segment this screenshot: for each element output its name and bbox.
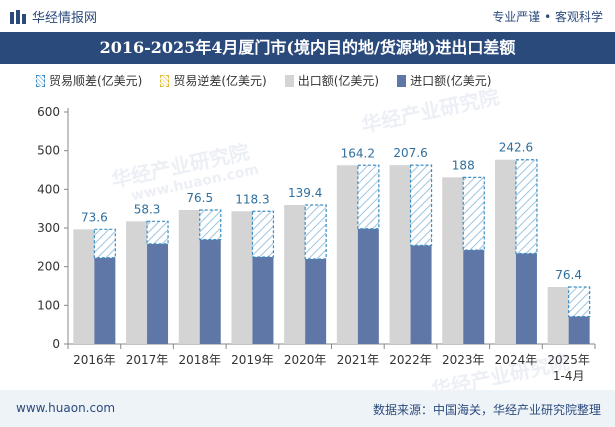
x-tick-label: 2017年 xyxy=(126,353,169,367)
x-tick-label: 2023年 xyxy=(442,353,485,367)
y-tick-label: 500 xyxy=(37,144,60,158)
y-tick-label: 300 xyxy=(37,221,60,235)
chart-title: 2016-2025年4月厦门市(境内目的地/货源地)进出口差额 xyxy=(99,38,516,57)
title-bar: 2016-2025年4月厦门市(境内目的地/货源地)进出口差额 xyxy=(0,32,615,64)
import-bar xyxy=(463,250,485,344)
surplus-data-label: 76.4 xyxy=(555,268,582,282)
footer-url[interactable]: www.huaon.com xyxy=(16,401,116,415)
surplus-bar xyxy=(515,159,538,255)
legend-label-deficit: 贸易逆差(亿美元) xyxy=(173,74,267,88)
legend-item-import: 进口额(亿美元) xyxy=(397,72,492,89)
legend-item-deficit: 贸易逆差(亿美元) xyxy=(160,72,267,89)
x-tick-label: 2024年 xyxy=(495,353,538,367)
legend-swatch-export xyxy=(284,74,294,87)
surplus-bar xyxy=(409,164,433,247)
surplus-bar xyxy=(568,286,591,318)
import-bar xyxy=(357,228,379,344)
import-bar xyxy=(515,253,537,344)
surplus-bar xyxy=(251,210,275,258)
export-bar xyxy=(73,229,95,344)
export-bar xyxy=(126,221,148,344)
legend-label-import: 进口额(亿美元) xyxy=(410,74,492,88)
import-bar xyxy=(199,239,221,344)
y-tick-label: 400 xyxy=(37,182,60,196)
x-tick-label: 2021年 xyxy=(337,353,380,367)
surplus-data-label: 73.6 xyxy=(81,210,108,224)
x-tick-label: 2022年 xyxy=(389,353,432,367)
surplus-data-label: 207.6 xyxy=(393,146,427,160)
export-bar xyxy=(494,159,516,344)
export-bar xyxy=(284,205,306,344)
x-tick-label: 2019年 xyxy=(231,353,274,367)
export-bar xyxy=(389,165,411,344)
export-bar xyxy=(178,210,200,344)
import-bar xyxy=(94,257,116,344)
surplus-data-label: 118.3 xyxy=(235,192,269,206)
import-bar xyxy=(147,243,169,344)
export-bar xyxy=(231,211,253,344)
footer-bar: www.huaon.com 数据来源：中国海关，华经产业研究院整理 xyxy=(0,390,615,427)
surplus-bar xyxy=(357,164,380,230)
x-tick-label: 2025年 xyxy=(547,353,590,367)
x-tick-label: 2016年 xyxy=(73,353,116,367)
legend-label-surplus: 贸易顺差(亿美元) xyxy=(49,74,143,88)
top-bar: 华经情报网 专业严谨 • 客观科学 xyxy=(0,0,615,30)
surplus-data-label: 76.5 xyxy=(186,191,213,205)
data-source: 数据来源：中国海关，华经产业研究院整理 xyxy=(372,403,601,417)
logo-icon xyxy=(10,9,26,24)
y-tick-label: 100 xyxy=(37,298,60,312)
legend-item-surplus: 贸易顺差(亿美元) xyxy=(36,72,142,89)
legend-swatch-import xyxy=(397,74,407,87)
export-bar xyxy=(547,287,569,344)
surplus-data-label: 164.2 xyxy=(341,146,375,160)
surplus-data-label: 242.6 xyxy=(499,141,533,155)
legend-swatch-surplus xyxy=(36,74,45,87)
x-tick-label: 2018年 xyxy=(178,353,221,367)
site-name: 华经情报网 xyxy=(32,11,98,26)
surplus-bar xyxy=(93,228,116,259)
site-logo[interactable]: 华经情报网 xyxy=(10,7,97,26)
surplus-bar xyxy=(146,220,169,245)
export-bar xyxy=(336,165,358,344)
legend-swatch-deficit xyxy=(160,74,170,87)
import-bar xyxy=(568,316,590,344)
y-tick-label: 600 xyxy=(37,105,60,119)
y-tick-label: 0 xyxy=(52,337,60,351)
surplus-data-label: 139.4 xyxy=(288,186,322,200)
y-tick-label: 200 xyxy=(37,260,60,274)
legend-label-export: 出口额(亿美元) xyxy=(297,74,380,88)
chart-canvas: 0 100 200 300 400 500 600 73.6 2016年 58.3 2017年 76… xyxy=(37,105,596,383)
surplus-data-label: 58.3 xyxy=(134,202,161,216)
surplus-data-label: 188 xyxy=(452,158,475,172)
export-bar xyxy=(442,177,464,344)
import-bar xyxy=(305,258,327,344)
header-tags: 专业严谨 • 客观科学 xyxy=(492,10,603,24)
x-tick-label: 2020年 xyxy=(284,353,327,367)
import-bar xyxy=(410,245,432,344)
legend-item-export: 出口额(亿美元) xyxy=(284,72,380,89)
chart-legend: 贸易顺差(亿美元) 贸易逆差(亿美元) 出口额(亿美元) 进口额(亿美元) xyxy=(36,72,510,89)
import-bar xyxy=(252,257,274,344)
surplus-bar xyxy=(462,176,485,251)
x-tick-label: 1-4月 xyxy=(553,369,585,383)
surplus-bar xyxy=(304,204,327,260)
surplus-bar xyxy=(199,209,222,241)
